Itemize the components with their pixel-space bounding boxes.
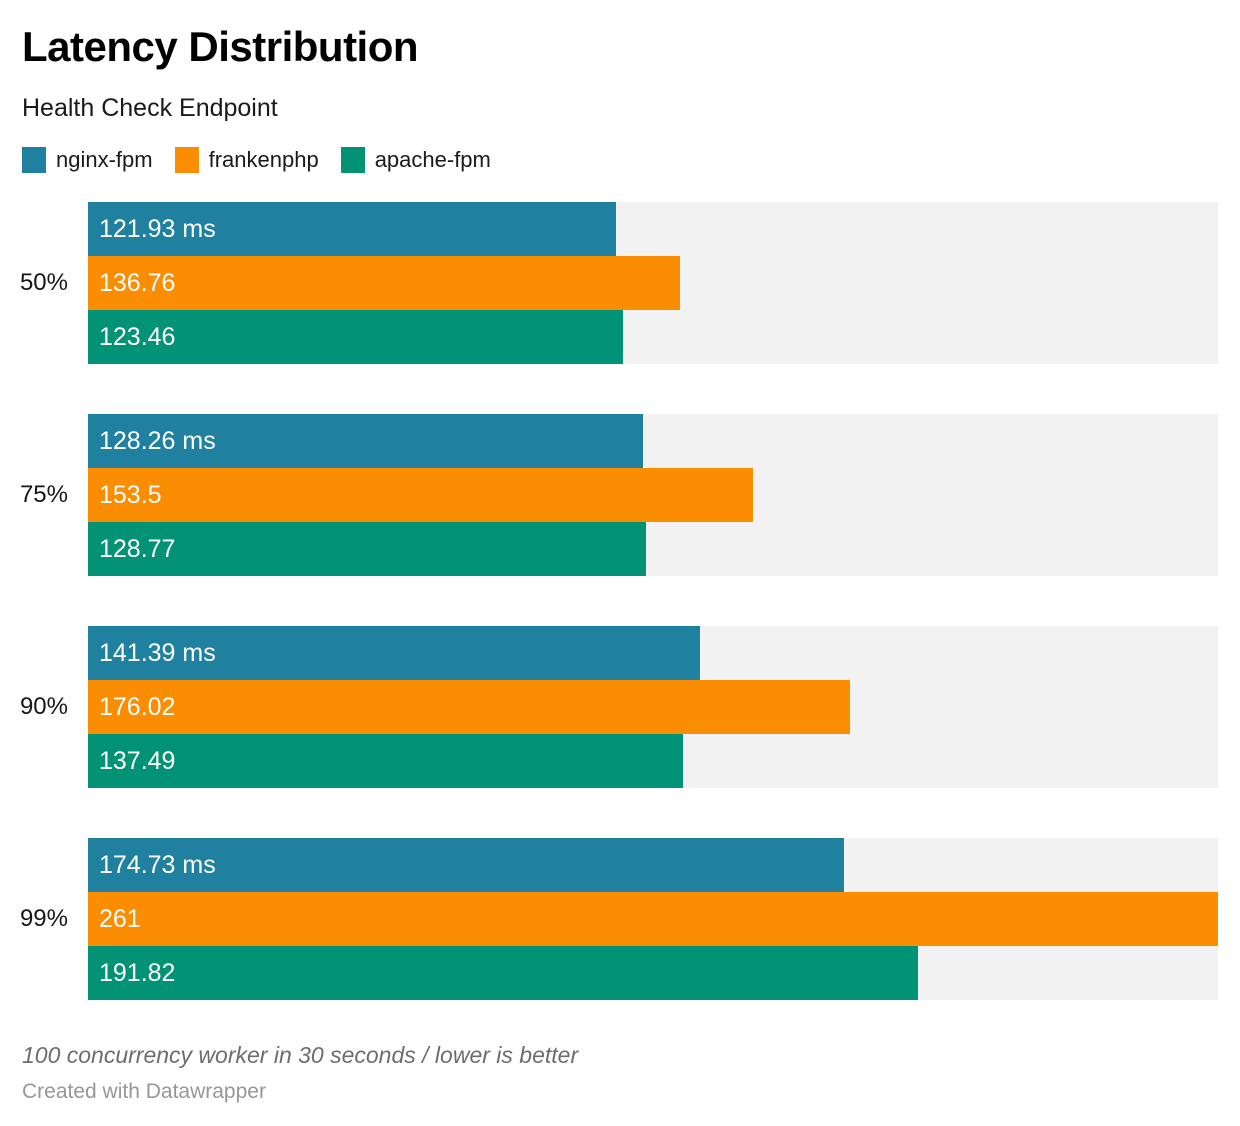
legend: nginx-fpm frankenphp apache-fpm — [22, 147, 1218, 174]
bar-apache-fpm-50%: 123.46 — [88, 310, 623, 365]
bar-value-label: 137.49 — [99, 746, 176, 775]
bar-value-label: 128.77 — [99, 534, 176, 563]
legend-label: nginx-fpm — [56, 147, 153, 173]
bar-frankenphp-99%: 261 — [88, 892, 1218, 947]
bar-row: 141.39 ms — [88, 626, 1218, 681]
legend-swatch-icon — [174, 147, 199, 174]
bar-row: 137.49 — [88, 734, 1218, 789]
bar-chart: 50% 121.93 ms 136.76 123.46 75% 128.26 ms 153.… — [0, 202, 1240, 1001]
bar-group-75%: 75% 128.26 ms 153.5 128.77 — [0, 414, 1240, 577]
bar-group-50%: 50% 121.93 ms 136.76 123.46 — [0, 202, 1240, 365]
bar-value-label: 141.39 ms — [99, 638, 216, 667]
legend-swatch-icon — [340, 147, 365, 174]
bar-row: 121.93 ms — [88, 202, 1218, 257]
chart-note: 100 concurrency worker in 30 seconds / l… — [22, 1042, 579, 1069]
legend-item-nginx-fpm: nginx-fpm — [22, 147, 153, 174]
legend-label: frankenphp — [208, 147, 319, 173]
bar-group-99%: 99% 174.73 ms 261 191.82 — [0, 838, 1240, 1001]
bar-track: 174.73 ms 261 191.82 — [88, 838, 1218, 1001]
bar-row: 153.5 — [88, 468, 1218, 523]
bar-apache-fpm-90%: 137.49 — [88, 734, 684, 789]
bar-frankenphp-50%: 136.76 — [88, 256, 681, 311]
bar-nginx-fpm-99%: 174.73 ms — [88, 838, 845, 893]
category-label: 90% — [19, 693, 68, 721]
bar-frankenphp-75%: 153.5 — [88, 468, 753, 523]
bar-value-label: 191.82 — [99, 958, 176, 987]
chart-subtitle: Health Check Endpoint — [22, 94, 278, 123]
legend-item-frankenphp: frankenphp — [174, 147, 319, 174]
bar-value-label: 174.73 ms — [99, 850, 216, 879]
bar-row: 128.26 ms — [88, 414, 1218, 469]
bar-apache-fpm-99%: 191.82 — [88, 946, 919, 1001]
bar-row: 176.02 — [88, 680, 1218, 735]
bar-row: 128.77 — [88, 522, 1218, 577]
legend-swatch-icon — [22, 147, 46, 174]
category-label: 99% — [19, 905, 68, 933]
bar-row: 191.82 — [88, 946, 1218, 1001]
bar-track: 121.93 ms 136.76 123.46 — [88, 202, 1218, 365]
bar-nginx-fpm-90%: 141.39 ms — [88, 626, 701, 681]
bar-apache-fpm-75%: 128.77 — [88, 522, 646, 577]
bar-row: 123.46 — [88, 310, 1218, 365]
bar-value-label: 121.93 ms — [99, 214, 216, 243]
bar-value-label: 153.5 — [99, 480, 162, 509]
legend-label: apache-fpm — [374, 147, 491, 173]
bar-frankenphp-90%: 176.02 — [88, 680, 851, 735]
bar-track: 128.26 ms 153.5 128.77 — [88, 414, 1218, 577]
datawrapper-credit: Created with Datawrapper — [22, 1079, 266, 1103]
bar-track: 141.39 ms 176.02 137.49 — [88, 626, 1218, 789]
bar-nginx-fpm-75%: 128.26 ms — [88, 414, 644, 469]
bar-row: 174.73 ms — [88, 838, 1218, 893]
bar-row: 261 — [88, 892, 1218, 947]
legend-item-apache-fpm: apache-fpm — [340, 147, 491, 174]
chart-header: Latency Distribution Health Check Endpoi… — [0, 0, 1240, 123]
category-label: 50% — [19, 269, 68, 297]
category-label: 75% — [19, 481, 68, 509]
bar-group-90%: 90% 141.39 ms 176.02 137.49 — [0, 626, 1240, 789]
bar-value-label: 261 — [99, 904, 141, 933]
bar-value-label: 123.46 — [99, 322, 176, 351]
bar-nginx-fpm-50%: 121.93 ms — [88, 202, 616, 257]
bar-row: 136.76 — [88, 256, 1218, 311]
bar-value-label: 136.76 — [99, 268, 176, 297]
bar-value-label: 128.26 ms — [99, 426, 216, 455]
bar-value-label: 176.02 — [99, 692, 176, 721]
page-title: Latency Distribution — [22, 23, 419, 70]
